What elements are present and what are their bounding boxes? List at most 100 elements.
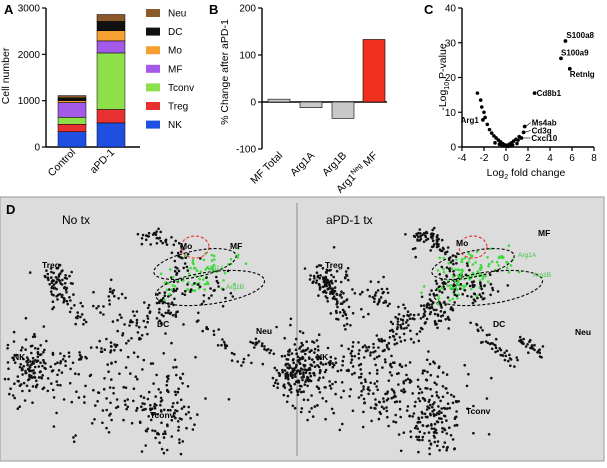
panel-d-cell	[441, 246, 445, 250]
panel-d-cell	[455, 400, 458, 404]
panel-d-cell	[224, 296, 227, 300]
panel-d-cell	[102, 305, 105, 308]
panel-d-cell	[79, 357, 83, 361]
panel-d-cell	[178, 438, 181, 441]
panel-d-cell	[349, 388, 353, 391]
panel-d-cell	[24, 316, 28, 320]
panel-d-cell	[46, 272, 50, 276]
panel-d-cell	[128, 324, 131, 327]
panel-d-cell	[453, 288, 457, 291]
panel-d-cell	[516, 358, 519, 362]
panel-d-cell	[332, 363, 336, 367]
panel-d-cell	[369, 351, 373, 354]
panel-d-cell	[31, 356, 35, 360]
panel-c-ytick-label: 0	[450, 143, 456, 154]
panel-d-cell	[213, 258, 216, 261]
panel-d-cell	[284, 374, 288, 378]
panel-d-cell	[430, 394, 434, 398]
panel-d-cell	[503, 358, 507, 362]
panel-d-cell	[294, 348, 298, 352]
panel-d-cell	[142, 319, 146, 323]
panel-d-cell	[461, 284, 465, 288]
panel-d-cell	[163, 294, 167, 298]
panel-d-cell	[65, 291, 68, 294]
panel-d-cell	[417, 397, 420, 400]
panel-d-cell	[382, 301, 386, 305]
panel-d-cell	[430, 245, 434, 249]
panel-d-cell	[317, 294, 320, 297]
panel-d-cell	[402, 332, 406, 336]
panel-d-cell	[205, 282, 209, 286]
panel-d-cell	[409, 329, 412, 333]
panel-d-cell	[210, 259, 214, 262]
panel-d-cell	[55, 280, 58, 284]
panel-d-cell	[321, 276, 325, 279]
panel-d-cell	[83, 318, 86, 322]
panel-d-cell	[324, 295, 328, 298]
panel-d-cell	[26, 358, 30, 362]
panel-d-cell	[451, 259, 455, 262]
panel-d-cell	[359, 362, 363, 366]
panel-d-cell	[490, 260, 494, 264]
panel-d-cell	[319, 357, 322, 361]
panel-d-cell	[400, 389, 403, 393]
panel-d-cell	[397, 305, 400, 309]
panel-d-cell	[426, 415, 429, 419]
panel-d-cell	[370, 419, 373, 423]
panel-b-ytick-label: 200	[239, 4, 256, 15]
panel-d-cell	[344, 276, 347, 280]
panel-d-cell	[452, 395, 456, 398]
panel-d-cell	[329, 280, 332, 284]
panel-d-cell	[204, 397, 207, 400]
panel-d-cell	[496, 290, 500, 293]
panel-c-gene-label-retnlg: Retnlg	[570, 70, 595, 79]
panel-d-cell	[167, 374, 170, 378]
panel-d-cell	[177, 269, 181, 273]
panel-d-cell	[107, 431, 111, 434]
panel-d-cell	[132, 387, 136, 391]
panel-d-cell	[181, 292, 184, 296]
panel-d-cell	[372, 392, 375, 395]
panel-d-cell	[55, 266, 59, 270]
panel-d-cell	[435, 322, 438, 326]
panel-d-cell	[438, 410, 441, 413]
panel-c-point-cd3g	[521, 130, 526, 135]
panel-d-cell	[319, 274, 322, 277]
panel-d-cell	[140, 237, 144, 240]
panel-d-cell	[50, 276, 53, 279]
panel-d-cell	[449, 287, 453, 290]
panel-a-bar-mf-0	[57, 102, 87, 118]
panel-d-cell	[438, 273, 442, 276]
panel-d-cell	[412, 313, 416, 317]
panel-d-cell	[452, 283, 456, 286]
panel-d-cell	[57, 273, 61, 276]
panel-d-cell	[124, 366, 128, 369]
panel-d-cell	[19, 349, 23, 352]
panel-d-cell	[176, 391, 180, 394]
panel-d-cell	[433, 431, 436, 434]
panel-d-cell	[179, 376, 182, 380]
panel-d-cell	[378, 339, 381, 343]
panel-d-cell	[157, 227, 160, 231]
panel-d-cell	[217, 285, 220, 288]
panel-c-point-s100a8	[563, 39, 568, 43]
panel-d-cell	[108, 299, 111, 302]
panel-d-cell	[66, 302, 69, 306]
panel-d-cell	[342, 389, 346, 393]
panel-d-cell	[364, 349, 368, 353]
panel-c-point	[504, 143, 508, 148]
panel-d-cell	[448, 267, 451, 271]
panel-d-cell	[191, 283, 194, 287]
panel-d-cell	[522, 337, 525, 341]
panel-d-cell	[425, 317, 429, 321]
panel-d-cell	[287, 381, 290, 385]
panel-d-cell	[165, 243, 169, 246]
panel-d-cell	[142, 396, 146, 400]
panel-d-cell	[230, 351, 234, 355]
panel-d-cell	[419, 326, 423, 330]
panel-d-cell	[366, 387, 370, 391]
panel-d-cell	[310, 407, 313, 410]
panel-d-cell	[182, 323, 185, 326]
panel-d-cell	[153, 412, 157, 415]
panel-d-cell	[433, 320, 437, 323]
